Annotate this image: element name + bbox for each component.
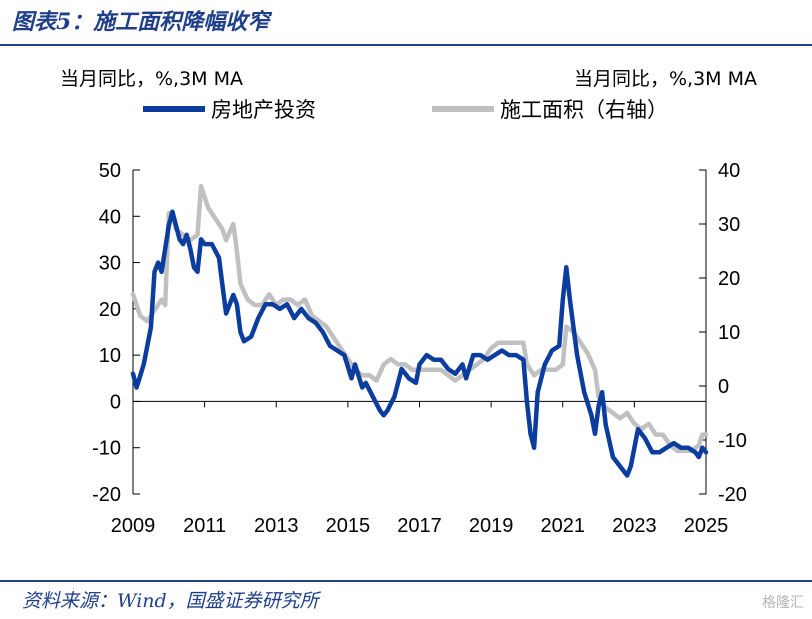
x-tick-label: 2023 — [612, 515, 657, 537]
right-tick-label: 40 — [718, 160, 740, 182]
legend-swatch-investment — [143, 106, 205, 112]
right-tick-label: 20 — [718, 268, 740, 290]
x-tick-label: 2019 — [469, 515, 514, 537]
left-tick-label: -10 — [92, 438, 121, 460]
legend-label-construction: 施工面积（右轴） — [500, 98, 668, 122]
chart-axes: 50 40 30 20 10 0 -10 -20 40 30 20 10 0 -10 -20 2009 2011… — [92, 160, 747, 537]
x-tick-label: 2025 — [684, 515, 729, 537]
legend-item-investment: 房地产投资 — [143, 94, 316, 124]
x-tick-label: 2011 — [183, 515, 226, 537]
watermark-logo: 格隆汇 — [762, 595, 804, 611]
left-tick-label: 30 — [99, 253, 121, 275]
left-tick-label: 10 — [99, 345, 121, 367]
x-tick-label: 2013 — [254, 515, 299, 537]
source-note: 资料来源：Wind，国盛证券研究所 — [22, 590, 319, 612]
legend-label-investment: 房地产投资 — [211, 98, 316, 122]
right-tick-label: 0 — [718, 376, 729, 398]
left-tick-label: 20 — [99, 299, 121, 321]
figure-title: 图表5：施工面积降幅收窄 — [12, 9, 270, 35]
legend-item-construction: 施工面积（右轴） — [432, 94, 668, 124]
right-tick-label: 10 — [718, 322, 740, 344]
chart-lines — [130, 183, 709, 478]
legend-swatch-construction — [432, 106, 494, 112]
left-tick-label: 0 — [110, 391, 121, 413]
left-tick-label: -20 — [92, 484, 121, 506]
left-tick-label: 40 — [99, 206, 121, 228]
x-tick-label: 2021 — [541, 515, 586, 537]
series-line-construction — [130, 183, 709, 454]
x-tick-label: 2009 — [111, 515, 156, 537]
x-tick-label: 2015 — [326, 515, 371, 537]
right-tick-label: 30 — [718, 214, 740, 236]
series-line-investment — [130, 209, 709, 478]
title-divider — [0, 44, 812, 46]
source-divider — [0, 580, 812, 582]
right-axis-unit: 当月同比，%,3M MA — [573, 68, 757, 90]
left-tick-label: 50 — [99, 160, 121, 182]
left-axis-unit: 当月同比，%,3M MA — [60, 68, 244, 90]
right-tick-label: -20 — [718, 484, 747, 506]
x-tick-label: 2017 — [397, 515, 442, 537]
right-tick-label: -10 — [718, 430, 747, 452]
